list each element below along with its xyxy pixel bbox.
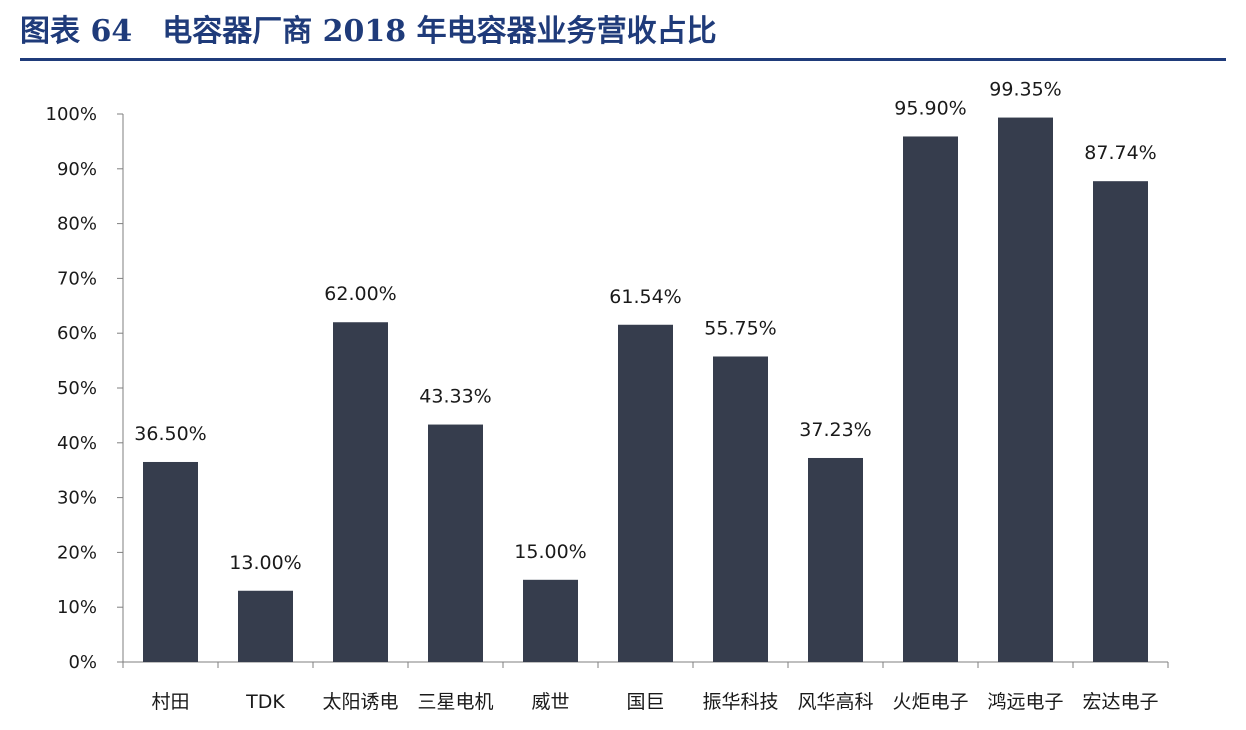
bar [903,136,958,662]
bar [523,579,578,662]
x-category-label: 威世 [531,691,569,713]
y-tick-label: 100% [46,104,97,125]
bars [143,117,1148,662]
y-tick-label: 70% [57,268,97,289]
chart-title: 图表 64 电容器厂商 2018 年电容器业务营收占比 [20,14,717,49]
bar [333,322,388,662]
y-tick-label: 20% [57,542,97,563]
bar-value-label: 62.00% [324,283,396,305]
bar-value-label: 36.50% [134,423,206,445]
x-category-label: 风华高科 [797,691,873,713]
y-tick-label: 30% [57,488,97,509]
x-category-label: 三星电机 [417,691,493,713]
bar [998,117,1053,662]
x-category-label: 鸿远电子 [987,691,1063,713]
y-tick-label: 10% [57,597,97,618]
bar-value-label: 99.35% [989,79,1061,101]
bar-value-label: 61.54% [609,286,681,308]
y-tick-label: 80% [57,214,97,235]
y-tick-label: 0% [68,652,97,673]
x-category-label: 火炬电子 [892,691,968,713]
y-axis: 0% 10% 20% 30% 40% 50% 60% 70% 80% 90% 100% [46,104,124,673]
y-tick-label: 90% [57,159,97,180]
bar [428,424,483,662]
bar [713,356,768,662]
x-axis: 村田 TDK 太阳诱电 三星电机 威世 国巨 振华科技 风华高科 火炬电子 鸿远电子 宏达电子 [122,661,1169,713]
bar-value-label: 13.00% [229,552,301,574]
bar-value-label: 87.74% [1084,142,1156,164]
x-category-label: 国巨 [626,691,664,713]
bar [143,461,198,662]
bar-value-label: 55.75% [704,317,776,339]
bar-value-label: 37.23% [799,419,871,441]
y-tick-label: 60% [57,323,97,344]
bar [618,324,673,662]
bar-value-label: 43.33% [419,386,491,408]
bar [1093,181,1148,662]
x-category-label: 宏达电子 [1082,691,1158,713]
x-category-label: 村田 [151,691,189,713]
y-tick-label: 40% [57,433,97,454]
bar-value-label: 15.00% [514,541,586,563]
data-labels: 36.50% 13.00% 62.00% 43.33% 15.00% 61.54% 55.7… [134,79,1156,574]
bar [808,457,863,662]
x-category-label: 太阳诱电 [322,691,398,713]
title-underline [20,58,1226,61]
x-category-label: 振华科技 [702,691,778,713]
bar [238,590,293,662]
y-tick-label: 50% [57,378,97,399]
bar-value-label: 95.90% [894,97,966,119]
x-category-label: TDK [245,691,285,713]
